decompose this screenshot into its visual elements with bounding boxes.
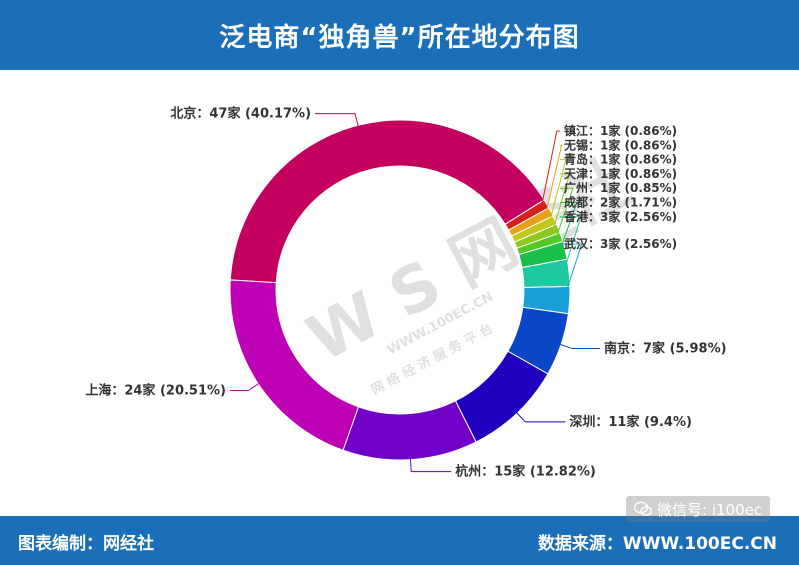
label-无锡: 无锡：1家 (0.86%) xyxy=(563,137,677,152)
leader-香港 xyxy=(560,216,582,274)
label-南京: 南京：7家 (5.98%) xyxy=(604,341,727,357)
label-杭州: 杭州：15家 (12.82%) xyxy=(455,464,596,480)
leader-上海 xyxy=(230,380,264,392)
leader-青岛 xyxy=(548,159,567,223)
leader-深圳 xyxy=(512,408,566,423)
label-上海: 上海：24家 (20.51%) xyxy=(85,383,226,399)
chart-header: 泛电商“独角兽”所在地分布图 xyxy=(0,0,799,70)
leader-成都 xyxy=(558,202,578,252)
chart-title: 泛电商“独角兽”所在地分布图 xyxy=(219,22,580,53)
slice-labels: 北京：47家 (40.17%) 上海：24家 (20.51%) 杭州：15家 (12… xyxy=(85,106,726,480)
label-深圳: 深圳：11家 (9.4%) xyxy=(569,414,692,430)
chart-footer: 图表编制：网经社 数据来源：WWW.100EC.CN xyxy=(0,516,799,565)
label-成都: 成都：2家 (1.71%) xyxy=(564,195,677,210)
label-北京: 北京：47家 (40.17%) xyxy=(170,106,311,122)
leader-广州 xyxy=(555,187,574,240)
footer-source: 数据来源：WWW.100EC.CN xyxy=(537,534,777,554)
leader-北京 xyxy=(315,113,360,132)
wechat-badge: 微信号: i100ec xyxy=(626,496,771,522)
slice-北京 xyxy=(229,119,545,284)
label-镇江: 镇江：1家 (0.86%) xyxy=(564,123,677,138)
leader-杭州 xyxy=(409,453,452,473)
leader-镇江 xyxy=(540,130,560,207)
donut-chart: W S 网经社 WWW.100EC.CN 网 络 经 济 服 务 平 台 北京：… xyxy=(85,106,726,480)
plot-area: W S 网经社 WWW.100EC.CN 网 络 经 济 服 务 平 台 北京：… xyxy=(0,70,799,516)
label-青岛: 青岛：1家 (0.86%) xyxy=(564,152,677,167)
leader-lines xyxy=(230,113,600,473)
slice-杭州 xyxy=(342,400,477,461)
wechat-label: 微信号: i100ec xyxy=(657,500,763,519)
footer-compiler: 图表编制：网经社 xyxy=(18,534,154,554)
leader-天津 xyxy=(552,173,571,231)
label-武汉: 武汉：3家 (2.56%) xyxy=(564,236,677,251)
leader-南京 xyxy=(555,342,600,350)
label-天津: 天津：1家 (0.86%) xyxy=(564,166,677,181)
leader-武汉 xyxy=(560,243,583,300)
wechat-icon xyxy=(634,501,652,516)
label-广州: 广州：1家 (0.85%) xyxy=(564,180,677,195)
label-香港: 香港：3家 (2.56%) xyxy=(563,209,677,224)
leader-无锡 xyxy=(545,144,563,215)
slices xyxy=(229,119,571,461)
